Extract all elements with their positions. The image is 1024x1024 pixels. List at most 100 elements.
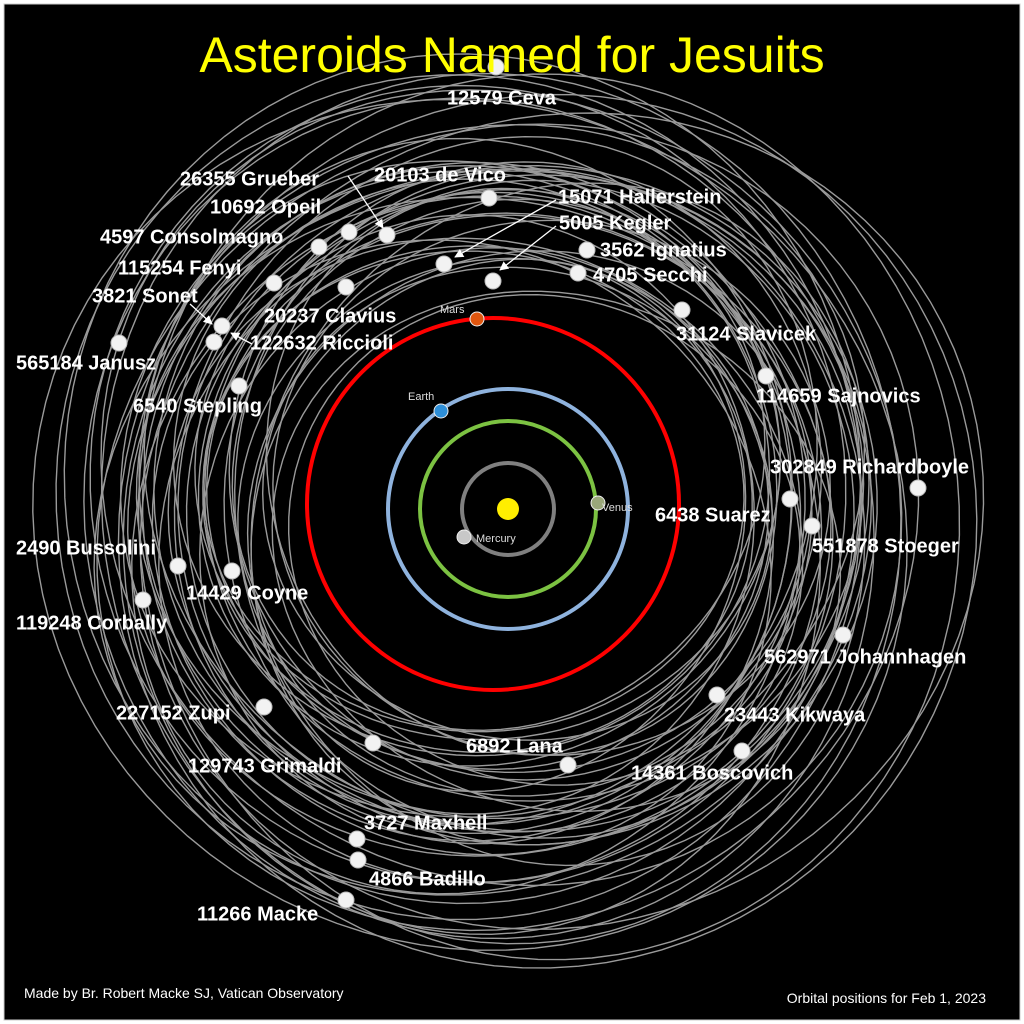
asteroid-dot (337, 891, 355, 909)
asteroid-label: 5005 Kegler (559, 212, 672, 234)
asteroid-orbit (96, 123, 920, 932)
asteroid-orbit (177, 164, 878, 846)
asteroid-orbit (119, 123, 866, 818)
asteroid-label: 14361 Boscovich (631, 762, 793, 784)
mars-orbit (305, 316, 681, 692)
asteroid-label: 4597 Consolmagno (100, 226, 283, 248)
asteroid-label: 2490 Bussolini (16, 537, 156, 559)
asteroid-orbit (205, 214, 813, 774)
asteroid-label: 4866 Badillo (369, 868, 486, 890)
asteroid-orbit (199, 247, 775, 845)
asteroid-orbit (93, 170, 873, 896)
pointer-arrow (454, 199, 557, 258)
planet-mercury (456, 529, 472, 545)
planet-label: Mars (440, 304, 465, 316)
asteroid-dot (205, 333, 223, 351)
asteroid-label: 227152 Zupi (116, 702, 231, 724)
planet-label: Earth (408, 391, 434, 403)
asteroid-orbit (139, 112, 985, 931)
asteroid-dot (348, 830, 366, 848)
earth-orbit (386, 387, 630, 631)
asteroid-label: 302849 Richardboyle (770, 456, 969, 478)
asteroid-orbit (202, 250, 745, 733)
asteroid-dot (134, 591, 152, 609)
asteroid-dot (708, 686, 726, 704)
asteroid-label: 6892 Lana (466, 735, 564, 757)
credit: Made by Br. Robert Macke SJ, Vatican Obs… (24, 985, 344, 1001)
planet-earth (433, 403, 449, 419)
asteroid-dot (337, 278, 355, 296)
asteroid-dot (578, 241, 596, 259)
asteroid-orbit (231, 198, 766, 732)
asteroid-dot (169, 557, 187, 575)
asteroid-label: 15071 Hallerstein (558, 186, 721, 208)
planet-label: Venus (602, 502, 633, 514)
sun (497, 498, 519, 520)
asteroid-label: 31124 Slavicek (676, 323, 817, 345)
asteroid-label: 6540 Stepling (133, 395, 262, 417)
asteroid-label: 3727 Maxhell (364, 812, 487, 834)
planet-mars (469, 311, 485, 327)
asteroid-orbit (246, 250, 813, 797)
asteroid-label: 3562 Ignatius (600, 239, 727, 261)
asteroid-dot (378, 226, 396, 244)
asteroid-orbit (83, 97, 875, 940)
asteroid-orbit (203, 174, 865, 802)
asteroid-orbit (202, 245, 753, 754)
asteroid-dot (255, 698, 273, 716)
asteroid-dot (265, 274, 283, 292)
asteroid-dot (559, 756, 577, 774)
asteroid-dot (733, 742, 751, 760)
asteroid-dot (484, 272, 502, 290)
asteroid-label: 10692 Opeil (210, 196, 321, 218)
asteroid-label: 114659 Sajnovics (756, 385, 921, 407)
asteroid-dot (487, 58, 505, 76)
planet-label: Mercury (476, 533, 516, 545)
asteroid-label: 23443 Kikwaya (724, 704, 866, 726)
asteroid-label: 119248 Corbally (16, 612, 168, 634)
asteroid-dot (569, 264, 587, 282)
asteroid-orbit (135, 196, 832, 819)
asteroid-orbit (117, 93, 978, 969)
asteroid-orbit (153, 164, 793, 826)
asteroid-orbit (287, 293, 801, 786)
asteroid-dot (435, 255, 453, 273)
asteroid-orbit (63, 53, 862, 905)
asteroid-dot (230, 377, 248, 395)
asteroid-label: 122632 Riccioli (250, 332, 393, 354)
date-note: Orbital positions for Feb 1, 2023 (787, 990, 986, 1006)
asteroid-label: 562971 Johannhagen (764, 646, 966, 668)
asteroid-label: 3821 Sonet (92, 285, 198, 307)
asteroid-orbit (228, 161, 823, 781)
title: Asteroids Named for Jesuits (199, 27, 824, 83)
asteroid-label: 551878 Stoeger (812, 535, 959, 557)
asteroid-orbits (32, 53, 985, 969)
asteroid-orbit (100, 72, 902, 945)
asteroid-orbit (197, 188, 781, 767)
pointer-arrow (230, 332, 253, 345)
asteroid-label: 14429 Coyne (186, 582, 308, 604)
asteroid-orbit (126, 168, 862, 857)
asteroid-dot (757, 367, 775, 385)
asteroid-orbit (55, 74, 863, 921)
asteroid-label: 26355 Grueber (180, 168, 319, 190)
asteroid-orbit (237, 257, 770, 771)
asteroid-dot (340, 223, 358, 241)
asteroid-dot (364, 734, 382, 752)
pointer-arrow (189, 303, 213, 325)
asteroid-orbit (250, 182, 870, 846)
planet-venus (590, 495, 606, 511)
asteroid-orbit (131, 195, 802, 895)
asteroid-label: 565184 Janusz (16, 352, 156, 374)
asteroid-label: 12579 Ceva (447, 87, 557, 109)
asteroid-dot (781, 490, 799, 508)
asteroid-dot (834, 626, 852, 644)
asteroid-label: 20237 Clavius (264, 305, 396, 327)
asteroid-dot (909, 479, 927, 497)
asteroid-label: 20103 de Vico (374, 164, 506, 186)
asteroid-label: 4705 Secchi (593, 264, 708, 286)
asteroid-dot (480, 189, 498, 207)
asteroid-label: 11266 Macke (197, 903, 318, 925)
mercury-orbit (460, 461, 556, 557)
